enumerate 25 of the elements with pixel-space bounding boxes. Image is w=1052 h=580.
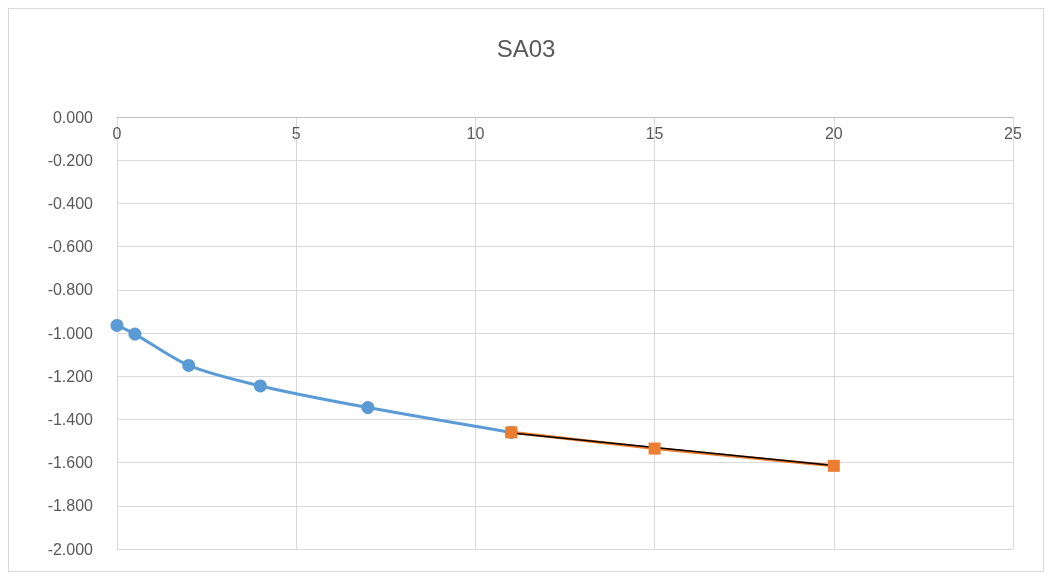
point <box>827 459 840 472</box>
y-tick-label: 0.000 <box>52 108 94 126</box>
y-tick-label: -1.000 <box>47 324 94 342</box>
x-tick-label: 0 <box>112 124 122 142</box>
y-tick-label: -1.800 <box>47 497 94 515</box>
y-tick-label: -0.600 <box>47 238 94 256</box>
y-tick-label: -0.400 <box>47 194 94 212</box>
y-tick-label: -0.200 <box>47 151 94 169</box>
y-tick-label: -0.800 <box>47 281 94 299</box>
point <box>361 401 375 415</box>
x-tick-label: 15 <box>645 124 664 142</box>
point <box>128 327 142 341</box>
x-tick-label: 5 <box>291 124 301 142</box>
y-tick-label: -1.200 <box>47 367 94 385</box>
y-tick-label: -1.400 <box>47 410 94 428</box>
point <box>110 318 124 332</box>
x-tick-label: 25 <box>1004 124 1022 142</box>
point <box>182 358 196 372</box>
x-tick-label: 10 <box>466 124 485 142</box>
point <box>648 442 661 455</box>
y-tick-label: -1.600 <box>47 454 94 472</box>
x-tick-label: 20 <box>824 124 843 142</box>
point <box>253 379 267 393</box>
y-tick-label: -2.000 <box>47 540 94 558</box>
chart-title: SA03 <box>496 34 556 62</box>
